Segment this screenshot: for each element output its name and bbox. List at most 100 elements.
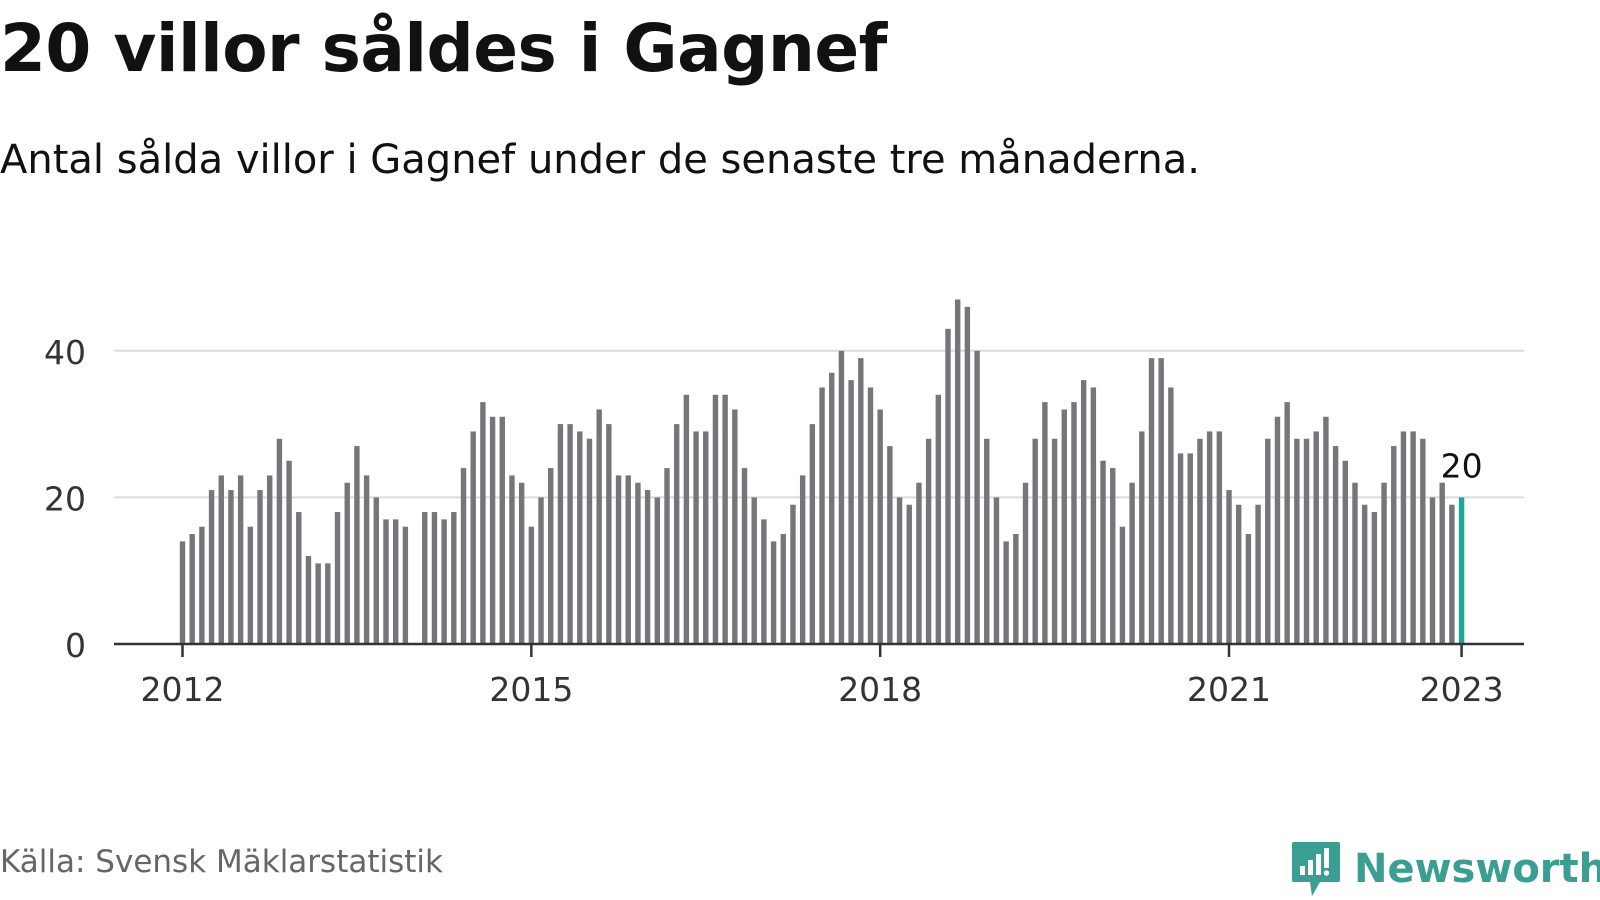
bar bbox=[208, 490, 215, 644]
bar bbox=[829, 372, 835, 644]
bar bbox=[916, 482, 922, 644]
bar bbox=[179, 541, 186, 644]
bar bbox=[1158, 358, 1164, 644]
bar bbox=[664, 468, 670, 644]
y-tick-label: 0 bbox=[65, 626, 86, 665]
bar bbox=[858, 358, 864, 644]
bar bbox=[741, 468, 748, 644]
bar bbox=[625, 475, 631, 644]
bar bbox=[1236, 504, 1242, 644]
bar bbox=[780, 534, 786, 644]
bar bbox=[673, 424, 680, 644]
bar bbox=[1206, 431, 1213, 644]
bar bbox=[257, 490, 263, 644]
chart-title: 20 villor såldes i Gagnef bbox=[0, 10, 887, 87]
bar bbox=[528, 526, 535, 644]
bar-chart: 0 20 40 20 2012 2015 2018 2021 2023 bbox=[44, 299, 1524, 709]
bar bbox=[615, 475, 622, 644]
bar bbox=[1332, 446, 1339, 644]
x-tick-label: 2015 bbox=[489, 670, 573, 709]
bar bbox=[761, 519, 767, 644]
bar bbox=[1371, 512, 1378, 644]
bar bbox=[1284, 402, 1290, 644]
axes bbox=[114, 642, 1524, 657]
bar bbox=[1022, 482, 1029, 644]
bar bbox=[286, 460, 292, 644]
chart-subtitle: Antal sålda villor i Gagnef under de sen… bbox=[0, 137, 1200, 183]
y-tick-label: 20 bbox=[44, 479, 86, 518]
bar bbox=[1197, 438, 1203, 644]
bar bbox=[567, 424, 573, 644]
bar bbox=[373, 497, 379, 644]
bar bbox=[441, 519, 447, 644]
bar bbox=[945, 328, 951, 644]
bar bbox=[1110, 468, 1116, 644]
x-tick-label: 2023 bbox=[1420, 670, 1504, 709]
bar bbox=[1168, 387, 1174, 644]
bar bbox=[799, 475, 806, 644]
bar bbox=[1449, 504, 1455, 644]
bar bbox=[460, 468, 467, 644]
bar bbox=[315, 563, 321, 644]
bar bbox=[887, 446, 893, 644]
bar bbox=[1071, 402, 1077, 644]
bar bbox=[228, 490, 234, 644]
y-tick-label: 40 bbox=[44, 333, 86, 372]
x-tick-label: 2018 bbox=[838, 670, 922, 709]
bar bbox=[984, 438, 990, 644]
bar bbox=[557, 424, 564, 644]
bar bbox=[606, 424, 612, 644]
bar bbox=[1313, 431, 1319, 644]
bar bbox=[925, 438, 932, 644]
highlight-value-label: 20 bbox=[1441, 446, 1483, 485]
bar bbox=[354, 446, 360, 644]
bar bbox=[1274, 416, 1281, 644]
bar bbox=[1342, 460, 1348, 644]
bar bbox=[751, 497, 757, 644]
bar bbox=[1042, 402, 1048, 644]
bar bbox=[577, 431, 583, 644]
bar bbox=[189, 534, 195, 644]
bar bbox=[1100, 460, 1106, 644]
bar bbox=[548, 468, 554, 644]
bar bbox=[470, 431, 476, 644]
bar bbox=[683, 394, 690, 644]
bar bbox=[538, 497, 544, 644]
bar bbox=[935, 394, 942, 644]
bar bbox=[1129, 482, 1135, 644]
bar bbox=[838, 350, 845, 644]
bar-highlight bbox=[1458, 497, 1465, 644]
bar bbox=[1061, 409, 1067, 644]
bar bbox=[877, 409, 883, 644]
bar bbox=[1032, 438, 1038, 644]
bar bbox=[964, 306, 971, 644]
gridlines bbox=[114, 349, 1524, 499]
bar bbox=[586, 438, 593, 644]
bar bbox=[1051, 438, 1058, 644]
bar bbox=[383, 519, 389, 644]
bar bbox=[819, 387, 825, 644]
bar bbox=[1391, 446, 1397, 644]
bar bbox=[402, 526, 409, 644]
bar bbox=[431, 512, 438, 644]
newsworthy-logo-icon bbox=[1292, 842, 1340, 896]
bar bbox=[334, 512, 341, 644]
bar bbox=[489, 416, 496, 644]
bar bbox=[1187, 453, 1193, 644]
bar bbox=[1352, 482, 1358, 644]
bar bbox=[1439, 482, 1445, 644]
bar bbox=[1361, 504, 1368, 644]
bar bbox=[654, 497, 661, 644]
bar bbox=[1013, 534, 1019, 644]
bar bbox=[1381, 482, 1387, 644]
bar bbox=[480, 402, 486, 644]
brand-logo: Newsworthy bbox=[1290, 840, 1600, 898]
bar bbox=[1429, 497, 1436, 644]
bar bbox=[1265, 438, 1271, 644]
bar bbox=[392, 519, 399, 644]
bar bbox=[344, 482, 350, 644]
bar bbox=[1148, 358, 1155, 644]
bar bbox=[1090, 387, 1097, 644]
bars bbox=[179, 299, 1465, 644]
bar bbox=[218, 475, 224, 644]
